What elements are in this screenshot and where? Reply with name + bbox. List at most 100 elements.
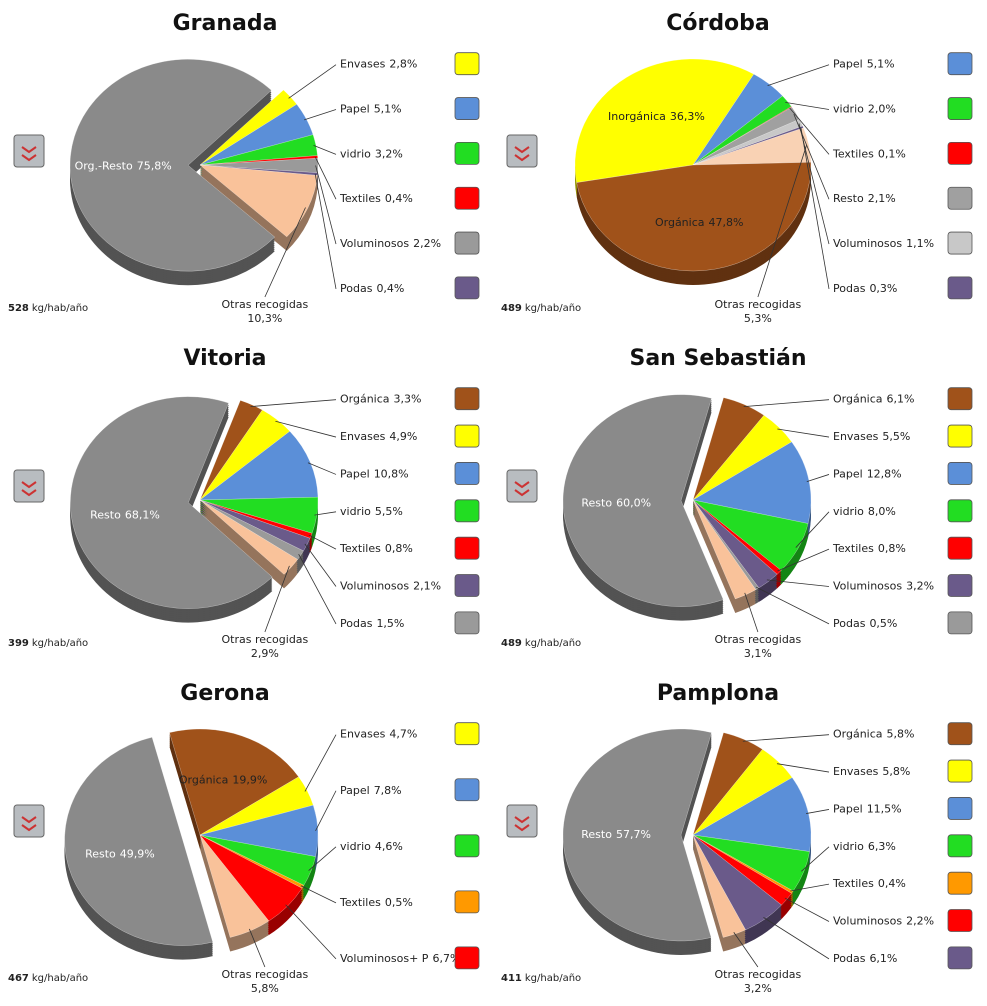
- slice-label: Textiles 0,4%: [339, 192, 413, 205]
- slice-category: Otras recogidas: [715, 633, 802, 646]
- total-value: 489: [501, 638, 522, 649]
- container-icon: [947, 871, 973, 895]
- total-value: 411: [501, 973, 522, 984]
- leader-line: [264, 207, 306, 298]
- container-icon: [454, 611, 480, 635]
- slice-category: Resto: [581, 497, 612, 510]
- slice-value: 2,9%: [251, 647, 279, 660]
- leader-line: [314, 156, 337, 200]
- leader-line: [744, 592, 759, 633]
- slice-label: Otras recogidas 5,3%: [715, 298, 802, 325]
- container-icon: [506, 134, 538, 168]
- leader-line: [304, 109, 337, 121]
- leader-line: [777, 548, 830, 572]
- leader-line: [285, 904, 337, 960]
- slice-label: Papel 5,1%: [833, 58, 895, 71]
- container-icon: [454, 424, 480, 448]
- slice-category: Inorgánica: [608, 110, 666, 123]
- slice-label: Orgánica 3,3%: [340, 393, 421, 406]
- total-label: 411 kg/hab/año: [501, 973, 581, 984]
- slice: [562, 394, 724, 607]
- slice-category: Otras recogidas: [715, 298, 802, 311]
- container-icon: [947, 759, 973, 783]
- slice-value: 1,5%: [376, 617, 404, 630]
- container-icon: [947, 499, 973, 523]
- slice-category: Textiles: [832, 542, 874, 555]
- slice-value: 5,1%: [867, 58, 895, 71]
- slice: [169, 728, 300, 836]
- slice-value: 3,3%: [394, 393, 422, 406]
- slice-category: vidrio: [340, 505, 371, 518]
- slice-category: Voluminosos: [833, 580, 902, 593]
- slice-label: vidrio 5,5%: [340, 505, 403, 518]
- slice-value: 10,8%: [374, 467, 409, 480]
- leader-line: [308, 534, 337, 550]
- total-label: 399 kg/hab/año: [8, 638, 88, 649]
- leader-line: [755, 586, 830, 625]
- slice-value: 3,2%: [744, 982, 772, 995]
- slice-label: vidrio 3,2%: [340, 147, 403, 160]
- container-icon: [947, 834, 973, 858]
- leader-line: [315, 165, 337, 245]
- slice: [70, 396, 273, 609]
- container-icon: [454, 52, 480, 76]
- slice-label: Orgánica 5,8%: [833, 728, 914, 741]
- container-icon: [13, 134, 45, 168]
- container-icon: [13, 804, 45, 838]
- leader-line: [766, 579, 830, 587]
- icon-arrows: [514, 481, 530, 497]
- slice-value: 0,8%: [878, 542, 906, 555]
- slice-category: Resto: [581, 828, 612, 841]
- container-icon: [454, 778, 480, 802]
- slice-label: Otras recogidas 10,3%: [222, 298, 309, 325]
- slice-category: Papel: [340, 103, 370, 116]
- slice-value: 5,3%: [744, 312, 772, 325]
- slice-category: Envases: [340, 728, 386, 741]
- slice-category: Orgánica: [655, 216, 705, 229]
- slice-value: 5,1%: [374, 103, 402, 116]
- slice-value: 0,5%: [385, 896, 413, 909]
- slice-category: Resto: [90, 508, 121, 521]
- slice-label: Resto 49,9%: [85, 848, 155, 861]
- container-icon: [947, 462, 973, 485]
- slice-category: Orgánica: [179, 774, 229, 787]
- container-icon: [947, 52, 973, 76]
- leader-line: [315, 790, 337, 832]
- slice-category: Envases: [833, 765, 879, 778]
- container-icon: [454, 462, 480, 485]
- total-label: 489 kg/hab/año: [501, 303, 581, 314]
- slice: [64, 736, 214, 946]
- container-icon: [454, 499, 480, 523]
- container-icon: [454, 231, 480, 255]
- leader-line: [785, 101, 830, 110]
- container-icon: [454, 276, 480, 300]
- container-icon: [947, 574, 973, 597]
- leader-line: [307, 462, 337, 475]
- leader-line: [793, 113, 830, 200]
- slice-category: Podas: [833, 617, 866, 630]
- slice-value: 11,5%: [867, 802, 902, 815]
- slice-category: Voluminosos: [340, 237, 409, 250]
- container-icon: [947, 797, 973, 820]
- slice-label: vidrio 4,6%: [340, 840, 403, 853]
- slice-label: Podas 0,5%: [833, 617, 897, 630]
- slice-label: Resto 2,1%: [833, 192, 896, 205]
- slice-label: Envases 2,8%: [340, 58, 417, 71]
- icon-arrows: [21, 481, 37, 497]
- slice-value: 6,1%: [869, 952, 897, 965]
- slice-value: 7,8%: [374, 784, 402, 797]
- container-icon: [454, 186, 480, 210]
- slice-label: Papel 7,8%: [340, 784, 402, 797]
- slice-label: vidrio 6,3%: [833, 840, 896, 853]
- icon-arrows: [514, 146, 530, 162]
- total-label: 467 kg/hab/año: [8, 973, 88, 984]
- leader-line: [288, 64, 337, 99]
- slice-label: Textiles 0,1%: [832, 147, 906, 160]
- total-unit: kg/hab/año: [525, 973, 581, 984]
- slice-value: 2,0%: [868, 103, 896, 116]
- slice-value: 0,4%: [376, 282, 404, 295]
- slice-label: Otras recogidas 2,9%: [222, 633, 309, 660]
- slice-label: Envases 4,7%: [340, 728, 417, 741]
- pie-chart: Vitoria 399 kg/hab/año Orgánica 3,3% Envases 4…: [8, 346, 480, 660]
- slice-category: Orgánica: [340, 393, 390, 406]
